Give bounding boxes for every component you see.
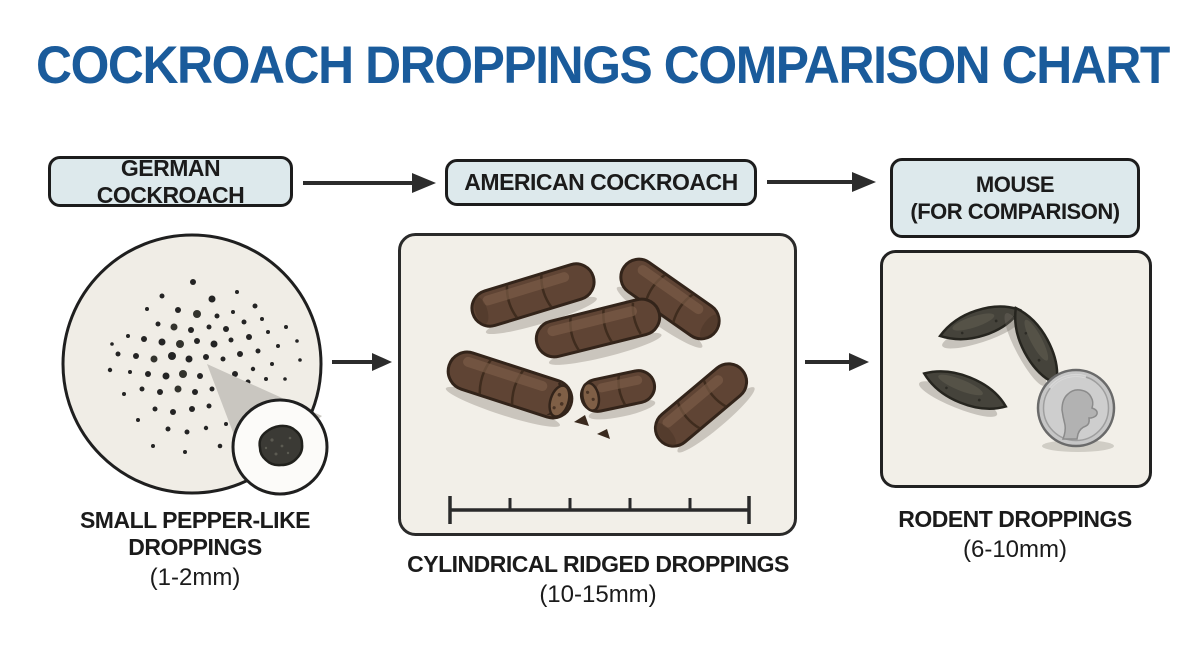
caption-line: CYLINDRICAL RIDGED DROPPINGS	[407, 551, 789, 577]
stage-label-text: AMERICAN COCKROACH	[464, 169, 738, 195]
size-range: (6-10mm)	[962, 536, 1067, 563]
cylindrical-dropping	[470, 262, 597, 335]
stage-label-american-cockroach: AMERICAN COCKROACH	[445, 159, 757, 206]
cylindrical-dropping	[653, 362, 755, 453]
page-title: COCKROACH DROPPINGS COMPARISON CHART	[36, 36, 1170, 95]
stage-label-mouse: MOUSE (FOR COMPARISON)	[890, 158, 1140, 238]
pepper-specks	[107, 279, 302, 454]
panel-frame	[880, 250, 1152, 488]
rodent-pellet	[938, 305, 1022, 349]
caption-line: DROPPINGS	[128, 534, 262, 560]
broken-cylindrical-dropping	[579, 369, 657, 420]
arrow-right-icon	[805, 353, 869, 371]
dropping-crumbs	[574, 415, 610, 439]
stage-label-german-cockroach: GERMAN COCKROACH	[48, 154, 293, 208]
caption-line: RODENT DROPPINGS	[898, 506, 1132, 532]
washington-profile	[1061, 389, 1098, 440]
german-droppings-illustration	[61, 233, 329, 496]
rodent-pellet	[919, 370, 1008, 417]
broken-cylindrical-dropping	[445, 350, 574, 427]
size-range: (1-2mm)	[149, 564, 241, 591]
american-droppings-illustration	[398, 233, 797, 536]
ruler-scale	[448, 496, 751, 524]
size-range: (10-15mm)	[539, 581, 657, 608]
caption-american-droppings: CYLINDRICAL RIDGED DROPPINGS (10-15mm)	[388, 551, 808, 608]
magnified-dropping	[258, 424, 304, 467]
stage-label-subtext: (FOR COMPARISON)	[910, 199, 1120, 224]
stage-label-text: MOUSE	[975, 172, 1055, 197]
caption-german-droppings: SMALL PEPPER-LIKE DROPPINGS (1-2mm)	[30, 507, 360, 591]
arrow-right-icon	[332, 353, 392, 371]
stage-label-text: GERMAN COCKROACH	[96, 154, 245, 208]
cylindrical-dropping	[534, 297, 662, 365]
rodent-droppings-illustration	[880, 250, 1152, 488]
arrow-right-icon	[303, 173, 436, 193]
caption-line: SMALL PEPPER-LIKE	[79, 507, 311, 533]
quarter-coin	[1036, 368, 1116, 452]
caption-rodent-droppings: RODENT DROPPINGS (6-10mm)	[870, 506, 1160, 563]
arrow-right-icon	[767, 172, 876, 192]
